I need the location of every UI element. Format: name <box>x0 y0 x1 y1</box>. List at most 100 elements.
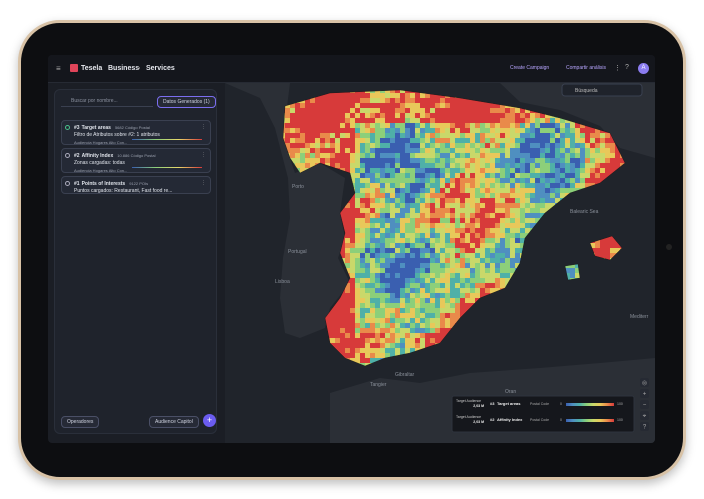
map-cell[interactable] <box>455 173 461 179</box>
map-cell[interactable] <box>495 188 501 194</box>
map-cell[interactable] <box>415 333 421 339</box>
map-cell[interactable] <box>365 208 371 214</box>
map-cell[interactable] <box>405 318 411 324</box>
map-cell[interactable] <box>500 233 506 239</box>
map-cell[interactable] <box>435 98 441 104</box>
map-cell[interactable] <box>395 218 401 224</box>
map-cell[interactable] <box>495 243 501 249</box>
map-cell[interactable] <box>540 123 546 129</box>
map-cell[interactable] <box>505 228 511 234</box>
map-cell[interactable] <box>425 258 431 264</box>
map-cell[interactable] <box>585 148 591 154</box>
map-cell[interactable] <box>435 193 441 199</box>
map-cell[interactable] <box>475 108 481 114</box>
map-cell[interactable] <box>390 223 396 229</box>
map-cell[interactable] <box>510 133 516 139</box>
map-cell[interactable] <box>325 113 331 119</box>
map-cell[interactable] <box>400 308 406 314</box>
map-cell[interactable] <box>345 283 351 289</box>
map-cell[interactable] <box>370 358 376 364</box>
map-cell[interactable] <box>390 188 396 194</box>
map-cell[interactable] <box>360 153 366 159</box>
map-cell[interactable] <box>475 183 481 189</box>
map-cell[interactable] <box>400 343 406 349</box>
map-cell[interactable] <box>520 228 526 234</box>
map-cell[interactable] <box>425 308 431 314</box>
map-cell[interactable] <box>310 108 316 114</box>
map-cell[interactable] <box>375 268 381 274</box>
map-cell[interactable] <box>360 298 366 304</box>
map-cell[interactable] <box>575 183 581 189</box>
map-cell[interactable] <box>415 293 421 299</box>
map-cell[interactable] <box>480 148 486 154</box>
map-cell[interactable] <box>495 118 501 124</box>
map-cell[interactable] <box>525 223 531 229</box>
map-cell[interactable] <box>400 288 406 294</box>
map-cell[interactable] <box>480 183 486 189</box>
map-cell[interactable] <box>440 183 446 189</box>
map-cell[interactable] <box>370 263 376 269</box>
map-cell[interactable] <box>380 283 386 289</box>
map-cell[interactable] <box>315 113 321 119</box>
map-cell[interactable] <box>400 158 406 164</box>
map-cell[interactable] <box>490 228 496 234</box>
map-cell[interactable] <box>540 208 546 214</box>
map-cell[interactable] <box>445 218 451 224</box>
map-cell[interactable] <box>455 128 461 134</box>
map-cell[interactable] <box>385 278 391 284</box>
map-cell[interactable] <box>400 253 406 259</box>
map-cell[interactable] <box>325 148 331 154</box>
map-cell[interactable] <box>500 248 506 254</box>
map-cell[interactable] <box>420 298 426 304</box>
map-cell[interactable] <box>420 243 426 249</box>
map-cell[interactable] <box>345 113 351 119</box>
map-cell[interactable] <box>370 223 376 229</box>
map-cell[interactable] <box>570 183 576 189</box>
map-cell[interactable] <box>505 218 511 224</box>
map-cell[interactable] <box>340 323 346 329</box>
map-cell[interactable] <box>515 213 521 219</box>
map-cell[interactable] <box>520 128 526 134</box>
map-cell[interactable] <box>315 103 321 109</box>
map-cell[interactable] <box>535 118 541 124</box>
map-cell[interactable] <box>435 323 441 329</box>
map-cell[interactable] <box>330 128 336 134</box>
map-cell[interactable] <box>465 158 471 164</box>
map-cell[interactable] <box>370 278 376 284</box>
map-cell[interactable] <box>565 268 571 274</box>
map-cell[interactable] <box>600 168 606 174</box>
map-cell[interactable] <box>430 193 436 199</box>
map-cell[interactable] <box>345 248 351 254</box>
map-cell[interactable] <box>395 263 401 269</box>
map-cell[interactable] <box>355 323 361 329</box>
map-cell[interactable] <box>475 253 481 259</box>
map-cell[interactable] <box>420 293 426 299</box>
action[interactable]: Compartir análisis <box>566 65 607 71</box>
map-cell[interactable] <box>375 278 381 284</box>
map-cell[interactable] <box>330 163 336 169</box>
map-cell[interactable] <box>535 193 541 199</box>
map-cell[interactable] <box>360 108 366 114</box>
map-cell[interactable] <box>400 133 406 139</box>
map-cell[interactable] <box>465 273 471 279</box>
map-cell[interactable] <box>375 178 381 184</box>
map-cell[interactable] <box>435 208 441 214</box>
map-cell[interactable] <box>555 133 561 139</box>
map-cell[interactable] <box>485 218 491 224</box>
map-cell[interactable] <box>485 108 491 114</box>
map-cell[interactable] <box>545 128 551 134</box>
map-cell[interactable] <box>380 353 386 359</box>
map-cell[interactable] <box>475 163 481 169</box>
map-cell[interactable] <box>435 338 441 344</box>
map-cell[interactable] <box>335 328 341 334</box>
map-cell[interactable] <box>365 203 371 209</box>
map-cell[interactable] <box>470 218 476 224</box>
map-cell[interactable] <box>400 123 406 129</box>
map-cell[interactable] <box>385 263 391 269</box>
map-cell[interactable] <box>610 253 616 259</box>
map-cell[interactable] <box>520 188 526 194</box>
map-cell[interactable] <box>415 213 421 219</box>
map-cell[interactable] <box>405 198 411 204</box>
map-cell[interactable] <box>355 103 361 109</box>
map-cell[interactable] <box>410 163 416 169</box>
